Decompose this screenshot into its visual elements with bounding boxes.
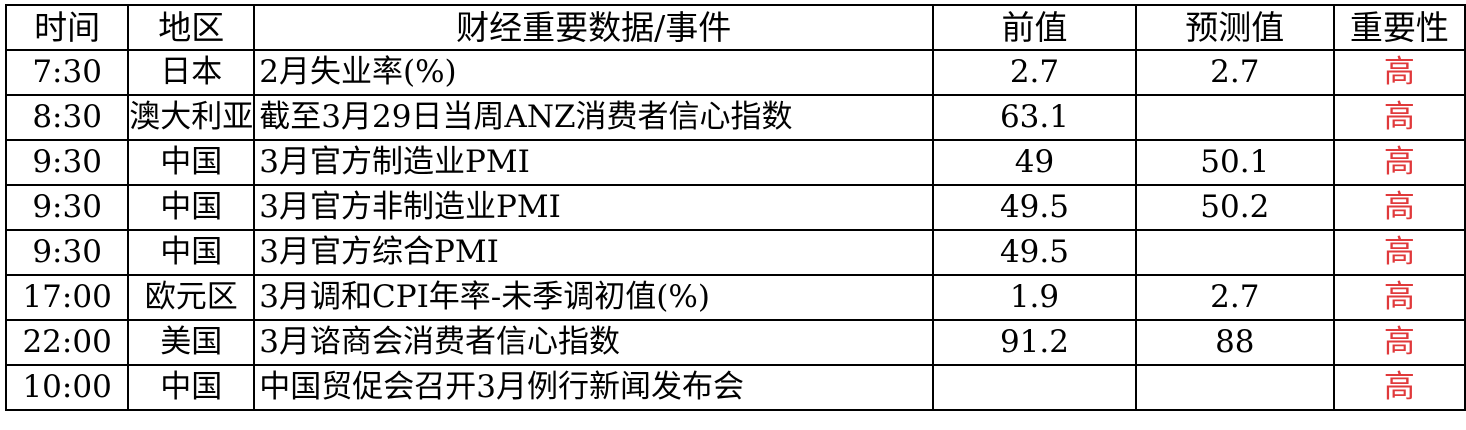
region-text: 美国 <box>160 324 223 360</box>
importance-cell: 高 <box>1332 49 1466 96</box>
importance-cell: 高 <box>1332 274 1466 321</box>
time-cell: 9:30 <box>4 184 130 231</box>
header-row: 时间 地区 财经重要数据/事件 前值 预测值 重要性 <box>4 4 1466 51</box>
importance-cell: 高 <box>1332 139 1466 186</box>
header-previous: 前值 <box>932 4 1137 51</box>
time-cell: 9:30 <box>4 229 130 276</box>
time-cell: 9:30 <box>4 139 130 186</box>
region-text: 欧元区 <box>144 279 238 315</box>
forecast-cell: 50.1 <box>1134 139 1335 186</box>
region-cell: 欧元区 <box>127 274 256 321</box>
importance-cell: 高 <box>1332 319 1466 366</box>
region-cell: 美国 <box>127 319 256 366</box>
region-text: 中国 <box>160 189 223 225</box>
region-text: 日本 <box>160 54 223 90</box>
region-cell: 日本 <box>127 49 256 96</box>
event-cell: 2月失业率(%) <box>253 49 935 96</box>
region-text: 中国 <box>160 369 223 405</box>
event-cell: 3月谘商会消费者信心指数 <box>253 319 935 366</box>
importance-cell: 高 <box>1332 229 1466 276</box>
region-text: 澳大利亚 <box>129 99 254 135</box>
previous-cell: 1.9 <box>932 274 1137 321</box>
forecast-cell <box>1134 94 1335 141</box>
previous-cell: 63.1 <box>932 94 1137 141</box>
forecast-cell <box>1134 229 1335 276</box>
forecast-cell: 88 <box>1134 319 1335 366</box>
region-cell: 中国 <box>127 364 256 411</box>
time-cell: 8:30 <box>4 94 130 141</box>
region-text: 中国 <box>160 144 223 180</box>
importance-cell: 高 <box>1332 364 1466 411</box>
table-row: 10:00 中国 中国贸促会召开3月例行新闻发布会 高 <box>4 364 1466 411</box>
importance-cell: 高 <box>1332 184 1466 231</box>
region-cell: 中国 <box>127 229 256 276</box>
event-cell: 截至3月29日当周ANZ消费者信心指数 <box>253 94 935 141</box>
header-importance: 重要性 <box>1332 4 1466 51</box>
forecast-cell: 2.7 <box>1134 274 1335 321</box>
time-cell: 22:00 <box>4 319 130 366</box>
forecast-cell: 50.2 <box>1134 184 1335 231</box>
header-time: 时间 <box>4 4 130 51</box>
previous-cell: 91.2 <box>932 319 1137 366</box>
event-cell: 中国贸促会召开3月例行新闻发布会 <box>253 364 935 411</box>
header-event: 财经重要数据/事件 <box>253 4 935 51</box>
event-cell: 3月调和CPI年率-未季调初值(%) <box>253 274 935 321</box>
previous-cell <box>932 364 1137 411</box>
event-cell: 3月官方制造业PMI <box>253 139 935 186</box>
importance-cell: 高 <box>1332 94 1466 141</box>
region-cell: 中国 <box>127 139 256 186</box>
region-text: 中国 <box>160 234 223 270</box>
forecast-cell <box>1134 364 1335 411</box>
previous-cell: 49.5 <box>932 184 1137 231</box>
previous-cell: 2.7 <box>932 49 1137 96</box>
event-cell: 3月官方非制造业PMI <box>253 184 935 231</box>
time-cell: 7:30 <box>4 49 130 96</box>
previous-cell: 49.5 <box>932 229 1137 276</box>
time-cell: 10:00 <box>4 364 130 411</box>
region-cell: 澳大利亚 <box>127 94 256 141</box>
previous-cell: 49 <box>932 139 1137 186</box>
table-row: 17:00 欧元区 3月调和CPI年率-未季调初值(%) 1.9 2.7 高 <box>4 274 1466 321</box>
economic-calendar-table: 时间 地区 财经重要数据/事件 前值 预测值 重要性 7:30 日本 2月失业率(%… <box>4 4 1466 411</box>
table-row: 9:30 中国 3月官方制造业PMI 49 50.1 高 <box>4 139 1466 186</box>
forecast-cell: 2.7 <box>1134 49 1335 96</box>
event-cell: 3月官方综合PMI <box>253 229 935 276</box>
table-row: 22:00 美国 3月谘商会消费者信心指数 91.2 88 高 <box>4 319 1466 366</box>
time-cell: 17:00 <box>4 274 130 321</box>
table-row: 9:30 中国 3月官方综合PMI 49.5 高 <box>4 229 1466 276</box>
table-row: 7:30 日本 2月失业率(%) 2.7 2.7 高 <box>4 49 1466 96</box>
table-row: 9:30 中国 3月官方非制造业PMI 49.5 50.2 高 <box>4 184 1466 231</box>
table-row: 8:30 澳大利亚 截至3月29日当周ANZ消费者信心指数 63.1 高 <box>4 94 1466 141</box>
header-region: 地区 <box>127 4 256 51</box>
region-cell: 中国 <box>127 184 256 231</box>
header-forecast: 预测值 <box>1134 4 1335 51</box>
